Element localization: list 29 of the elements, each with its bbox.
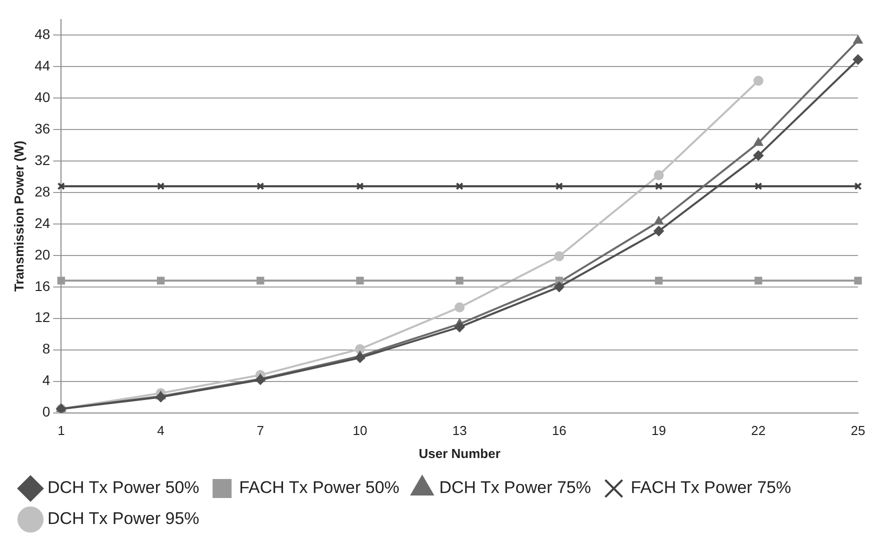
x-tick-label: 1: [58, 423, 65, 438]
x-tick-label: 22: [751, 423, 766, 438]
y-tick-label: 8: [42, 340, 50, 357]
y-tick-label: 36: [34, 120, 50, 136]
legend-label: DCH Tx Power 75%: [439, 478, 591, 498]
y-tick-label: 24: [34, 214, 50, 231]
legend-label: DCH Tx Power 50%: [48, 478, 200, 498]
legend-label: FACH Tx Power 50%: [239, 478, 400, 498]
x-tick-label: 7: [256, 423, 264, 438]
x-tick-label: 4: [157, 423, 164, 438]
y-tick-label: 48: [34, 26, 50, 42]
x-axis-title: User Number: [418, 446, 500, 461]
y-axis-title: Transmission Power (W): [11, 140, 26, 292]
y-tick-label: 20: [34, 246, 50, 262]
y-tick-label: 44: [34, 57, 50, 74]
y-tick-label: 16: [34, 278, 50, 294]
legend-label: DCH Tx Power 95%: [48, 509, 200, 528]
x-tick-label: 16: [552, 423, 566, 438]
x-tick-label: 10: [352, 423, 368, 438]
legend-label: FACH Tx Power 75%: [630, 478, 792, 498]
x-tick-label: 13: [452, 423, 467, 438]
y-tick-label: 40: [34, 88, 50, 105]
y-tick-label: 12: [34, 309, 50, 326]
x-tick-label: 19: [652, 423, 666, 438]
y-tick-label: 4: [42, 372, 50, 388]
y-tick-label: 0: [42, 404, 50, 420]
y-tick-label: 28: [34, 183, 50, 200]
x-tick-label: 25: [850, 423, 866, 438]
y-tick-label: 32: [34, 152, 50, 168]
